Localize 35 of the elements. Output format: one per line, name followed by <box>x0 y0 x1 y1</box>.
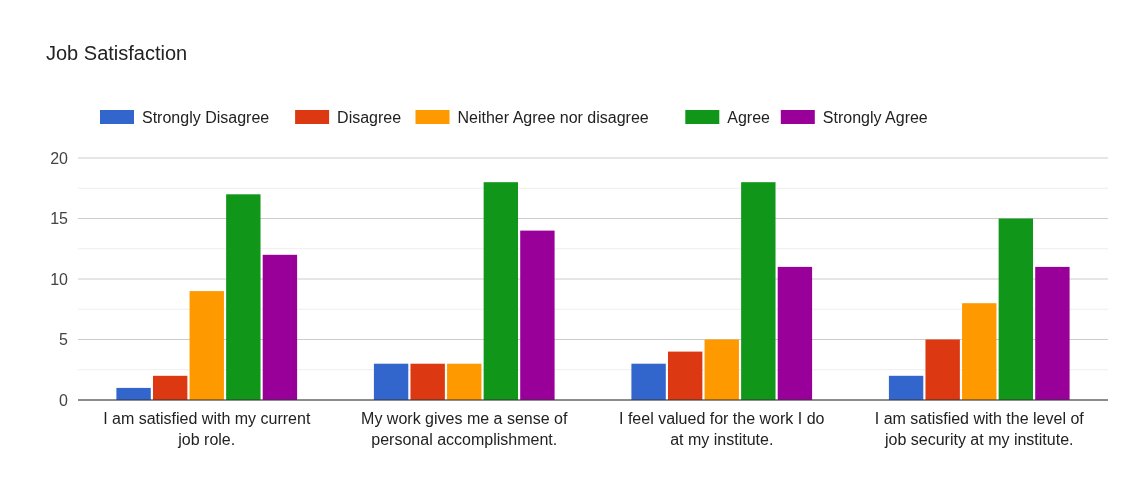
bar <box>1035 266 1070 400</box>
chart-title: Job Satisfaction <box>46 42 188 64</box>
legend-label: Neither Agree nor disagree <box>457 109 649 126</box>
y-tick-label: 0 <box>59 391 69 409</box>
bar <box>116 387 151 400</box>
bar <box>226 194 261 400</box>
y-tick-label: 20 <box>50 149 69 167</box>
bar <box>925 339 960 400</box>
bar <box>704 339 739 400</box>
legend-label: Agree <box>727 109 771 126</box>
bar <box>152 375 188 400</box>
bar <box>520 230 555 400</box>
bar <box>262 254 298 400</box>
bar <box>667 351 703 400</box>
bar <box>483 182 519 400</box>
y-tick-label: 5 <box>59 331 69 349</box>
legend-label: Disagree <box>337 109 402 126</box>
bar <box>410 363 445 400</box>
x-tick-label: I am satisfied with my current job role. <box>103 410 311 448</box>
bar <box>631 363 666 400</box>
bar <box>447 363 482 400</box>
bar <box>962 303 997 400</box>
legend-label: Strongly Disagree <box>142 109 270 126</box>
x-tick-label: My work gives me a sense of personal accomplishment. <box>361 410 568 448</box>
y-tick-label: 10 <box>50 270 69 288</box>
bar <box>888 375 924 400</box>
bar <box>189 291 224 400</box>
bar <box>373 363 409 400</box>
bar <box>777 266 813 400</box>
y-tick-label: 15 <box>50 210 69 228</box>
x-tick-label: I feel valued for the work I do at my institute. <box>619 410 825 448</box>
x-tick-label: I am satisfied with the level of job security at my institute. <box>874 410 1085 448</box>
legend-label: Strongly Agree <box>822 109 928 126</box>
bar <box>741 182 776 400</box>
bar <box>998 218 1034 400</box>
